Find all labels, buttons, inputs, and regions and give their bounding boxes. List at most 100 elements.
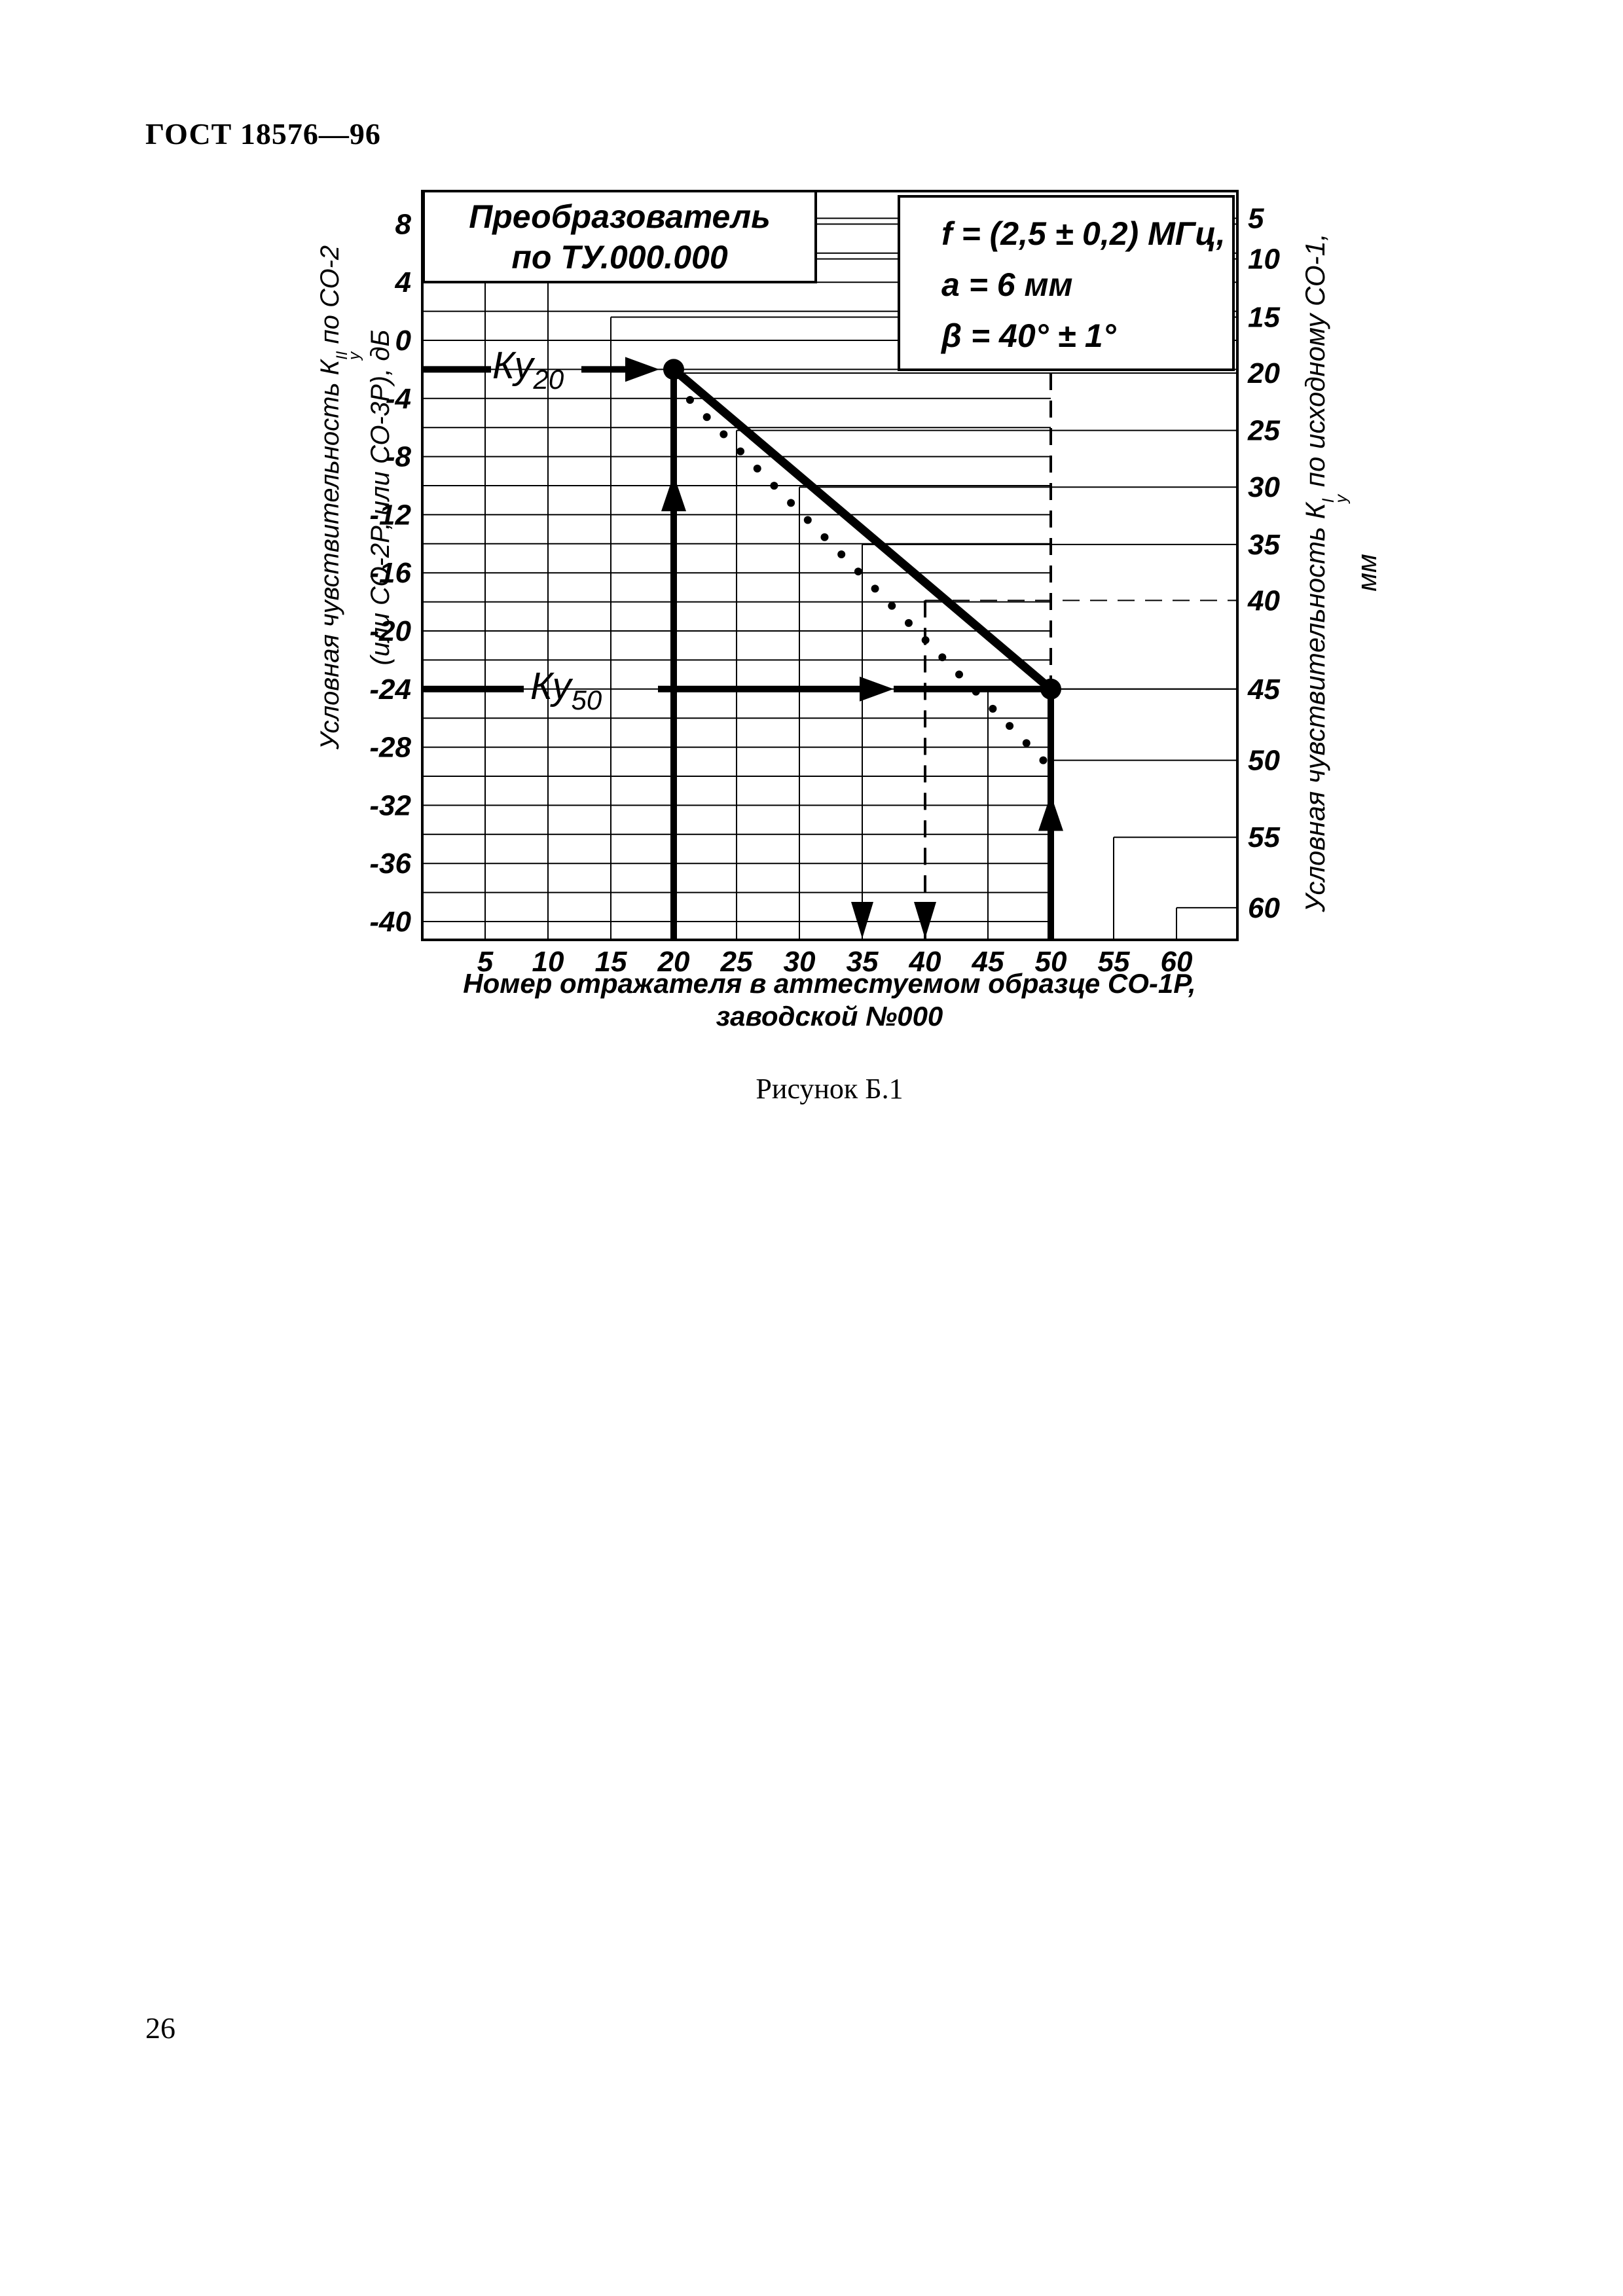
y-left-tick-label--12: -12 xyxy=(369,499,411,531)
dotted-line-dot xyxy=(888,601,896,610)
left-axis-title-post: по СО-2 xyxy=(316,245,344,351)
y-left-tick-label-8: 8 xyxy=(395,208,412,240)
dotted-line-dot xyxy=(737,447,745,456)
x-tick-label-50: 50 xyxy=(1035,946,1067,978)
dotted-line-dot xyxy=(938,653,947,662)
y-right-tick-label-15: 15 xyxy=(1248,301,1280,333)
left-axis-title-text: Условная чувствительность К xyxy=(316,359,344,750)
dotted-line-dot xyxy=(685,396,694,404)
y-right-tick-label-60: 60 xyxy=(1248,892,1280,924)
x-tick-label-30: 30 xyxy=(784,946,816,978)
ky20-subscript: 20 xyxy=(533,363,564,395)
left-axis-title-line1: Условная чувствительность К II у по СО-2 xyxy=(311,203,363,792)
dotted-line-dot xyxy=(702,413,711,422)
y-right-tick-label-20: 20 xyxy=(1247,357,1280,389)
dotted-line-dot xyxy=(837,550,846,558)
up-arrow-x50 xyxy=(1038,794,1063,831)
y-left-tick-label--32: -32 xyxy=(369,789,411,821)
x-tick-label-40: 40 xyxy=(909,946,941,978)
ky20-label: Ку20 xyxy=(492,347,564,399)
param-aperture: a = 6 мм xyxy=(941,266,1073,303)
y-right-tick-label-50: 50 xyxy=(1248,745,1280,777)
y-right-tick-label-40: 40 xyxy=(1247,584,1280,617)
dotted-line-dot xyxy=(904,619,913,627)
dotted-line-dot xyxy=(753,464,761,473)
y-right-tick-label-35: 35 xyxy=(1248,529,1280,561)
left-axis-symbol-stack: II у xyxy=(333,351,363,360)
down-arrow-x40 xyxy=(914,902,936,939)
x-tick-label-25: 25 xyxy=(720,946,753,978)
y-left-tick-label-0: 0 xyxy=(395,325,412,357)
dotted-line-dot xyxy=(803,516,812,524)
main-diagonal-line xyxy=(670,366,1054,692)
plot-border xyxy=(421,190,1239,941)
transducer-title-line2: по ТУ.000.000 xyxy=(511,239,728,276)
ky50-label: Ку50 xyxy=(530,668,602,719)
ky50-subscript: 50 xyxy=(571,684,602,715)
left-axis-title-line2: (или СО-2Р, или СО-3Р), дБ xyxy=(365,329,395,666)
parameters-box-frame xyxy=(898,195,1235,371)
y-left-tick-label-4: 4 xyxy=(395,266,411,298)
dotted-line-dot xyxy=(921,636,930,645)
dotted-line-dot xyxy=(989,704,997,713)
data-point-20 xyxy=(663,359,684,380)
y-right-tick-label-5: 5 xyxy=(1248,203,1264,235)
param-frequency: f = (2,5 ± 0,2) МГц, xyxy=(941,215,1226,252)
dotted-line-dot xyxy=(1022,739,1030,747)
y-left-tick-label--20: -20 xyxy=(369,615,411,647)
y-left-tick-label--24: -24 xyxy=(369,673,411,706)
x-tick-label-60: 60 xyxy=(1161,946,1193,978)
dotted-line-dot xyxy=(871,584,879,593)
dotted-line-dot xyxy=(787,499,795,507)
y-left-tick-label--28: -28 xyxy=(369,732,411,764)
ky20-arrowhead xyxy=(625,357,659,382)
right-axis-title-text: Условная чувствительность К xyxy=(1300,503,1330,912)
y-left-tick-label--4: -4 xyxy=(386,383,411,415)
figure-caption: Рисунок Б.1 xyxy=(756,1073,903,1105)
dotted-line-dot xyxy=(820,533,829,541)
y-left-tick-label--40: -40 xyxy=(369,906,411,938)
x-tick-label-5: 5 xyxy=(477,946,494,978)
y-left-tick-label--36: -36 xyxy=(369,848,411,880)
y-left-tick-label--16: -16 xyxy=(369,557,411,589)
dotted-line-dot xyxy=(1006,722,1014,730)
ky50-symbol: Ку xyxy=(530,665,572,708)
x-axis-title-line2: заводской №000 xyxy=(716,1001,943,1031)
x-tick-label-45: 45 xyxy=(972,946,1004,978)
left-axis-title: Условная чувствительность К II у по СО-2 (… xyxy=(311,203,395,792)
y-left-tick-label--8: -8 xyxy=(386,441,412,473)
x-tick-label-35: 35 xyxy=(847,946,879,978)
x-tick-label-15: 15 xyxy=(595,946,627,978)
transducer-box-frame xyxy=(422,190,817,283)
down-arrow-x35 xyxy=(851,902,873,939)
right-axis-subscript: у xyxy=(1332,494,1351,503)
dotted-line-dot xyxy=(972,687,980,696)
dotted-line-dot xyxy=(854,567,862,576)
param-angle: β = 40° ± 1° xyxy=(941,317,1116,354)
transducer-title-box: Преобразователь по ТУ.000.000 xyxy=(424,196,816,278)
dotted-line-dot xyxy=(770,482,778,490)
y-right-tick-label-55: 55 xyxy=(1248,821,1280,853)
document-header: ГОСТ 18576—96 xyxy=(145,117,381,151)
x-tick-label-10: 10 xyxy=(532,946,564,978)
page-number: 26 xyxy=(145,2011,175,2045)
data-point-50 xyxy=(1040,678,1061,700)
up-arrow-x20 xyxy=(661,475,686,512)
y-right-tick-label-45: 45 xyxy=(1247,673,1280,706)
left-axis-subscript: у xyxy=(345,351,363,360)
y-right-tick-label-10: 10 xyxy=(1248,243,1280,276)
x-axis-title-line1: Номер отражателя в аттестуемом образце С… xyxy=(463,968,1196,999)
transducer-title-line1: Преобразователь xyxy=(469,198,771,235)
y-right-tick-label-30: 30 xyxy=(1248,471,1280,503)
parameters-box: f = (2,5 ± 0,2) МГц, a = 6 мм β = 40° ± … xyxy=(941,208,1230,361)
dotted-line-dot xyxy=(1039,756,1048,764)
dotted-line-dot xyxy=(955,670,964,679)
y-right-tick-label-25: 25 xyxy=(1247,415,1280,447)
ky20-symbol: Ку xyxy=(492,344,534,387)
x-axis-title: Номер отражателя в аттестуемом образце С… xyxy=(371,967,1288,1033)
x-tick-label-55: 55 xyxy=(1098,946,1130,978)
